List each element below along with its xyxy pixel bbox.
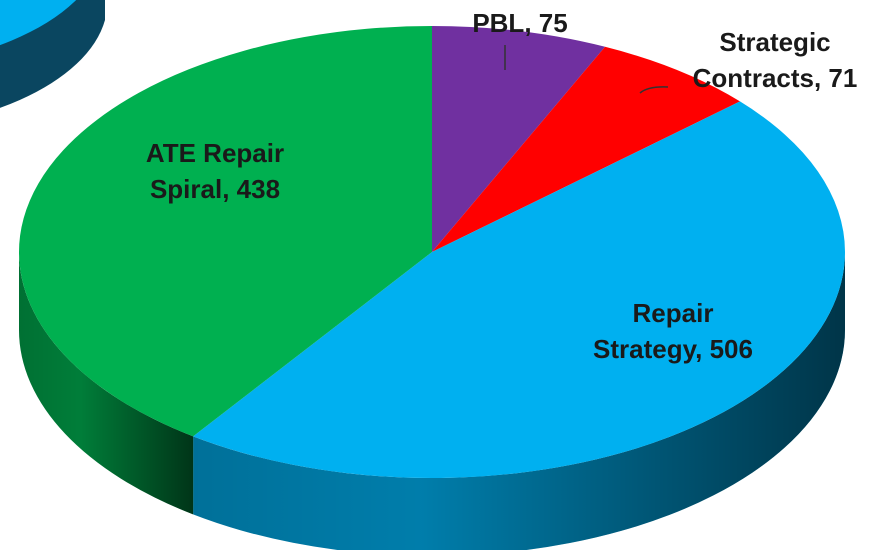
data-label: Repair [633,298,714,328]
background-pie-fragment [0,0,105,108]
data-label: Strategy, 506 [593,334,753,364]
slice-side-shade [18,252,194,515]
fragment-top [0,0,77,46]
slice [193,101,846,479]
data-label: Contracts, 71 [693,63,858,93]
data-label: Strategic [719,27,830,57]
data-label: PBL, 75 [472,8,567,38]
data-label: Spiral, 438 [150,174,280,204]
slice [432,26,606,252]
slice [18,26,432,437]
data-label: ATE Repair [146,138,284,168]
leader-line [639,86,669,94]
slice-side-shade [193,252,845,550]
slice [432,46,740,252]
